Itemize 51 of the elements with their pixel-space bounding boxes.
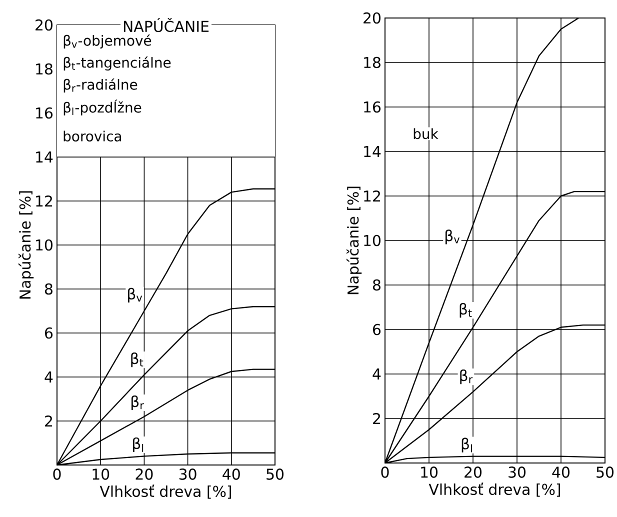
x-tick-label: 40 — [552, 466, 570, 478]
series-label: β$_{l}$ — [133, 437, 144, 452]
x-tick-label: 0 — [381, 466, 389, 478]
y-tick-label: 20 — [364, 12, 380, 24]
y-tick-label: 12 — [364, 190, 380, 202]
x-tick-label: 10 — [421, 466, 438, 478]
x-tick-label: 20 — [136, 468, 153, 480]
x-tick-label: 10 — [92, 468, 110, 480]
x-tick-label: 20 — [464, 466, 482, 478]
y-tick-label: 16 — [364, 101, 381, 113]
y-axis-title: Napúčanie [%] — [346, 186, 362, 294]
x-tick-label: 50 — [266, 468, 284, 480]
series-label: β$_{v}$ — [128, 288, 142, 302]
y-tick-label: 18 — [364, 56, 380, 68]
y-tick-label: 2 — [45, 415, 52, 427]
annotation: β$_{v}$-objemové — [64, 34, 152, 49]
y-tick-label: 8 — [44, 283, 52, 295]
y-axis-title: Napúčanie [%] — [18, 191, 34, 299]
series-label: β$_{r}$ — [132, 396, 144, 410]
annotation: β$_{r}$-radiálne — [64, 78, 138, 93]
annotation: borovica — [64, 130, 122, 142]
y-tick-label: 6 — [45, 327, 53, 339]
annotation: β$_{t}$-tangenciálne — [64, 56, 171, 71]
series-label: β$_{v}$ — [446, 230, 460, 244]
annotation: buk — [414, 128, 438, 140]
y-tick-label: 2 — [373, 412, 380, 424]
y-tick-label: 8 — [372, 279, 380, 291]
x-tick-label: 30 — [179, 468, 196, 480]
legend-title: NAPÚČANIE — [124, 18, 209, 32]
y-tick-label: 14 — [36, 152, 53, 162]
series-label: β$_{t}$ — [131, 352, 144, 368]
y-tick-label: 18 — [36, 63, 52, 75]
x-tick-label: 40 — [222, 468, 240, 480]
y-tick-label: 4 — [372, 368, 381, 380]
y-tick-label: 12 — [36, 195, 52, 207]
x-axis-title: Vlhkosť dreva [%] — [100, 484, 232, 499]
series-label: β$_{t}$ — [460, 303, 472, 318]
annotation: β$_{l}$-pozdĺžne — [64, 100, 142, 116]
x-tick-label: 0 — [53, 468, 61, 480]
y-tick-label: 14 — [364, 146, 381, 157]
series-label: β$_{r}$ — [460, 370, 473, 384]
y-tick-label: 10 — [36, 239, 52, 251]
series-label: β$_{l}$ — [462, 438, 472, 452]
y-tick-label: 10 — [364, 234, 380, 246]
x-axis-title: Vlhkosť dreva [%] — [428, 482, 560, 497]
y-tick-label: 6 — [373, 324, 381, 336]
y-tick-label: 4 — [44, 372, 53, 382]
x-tick-label: 50 — [596, 466, 614, 478]
y-tick-label: 16 — [36, 107, 53, 119]
y-tick-label: 20 — [36, 19, 52, 31]
x-tick-label: 30 — [508, 466, 526, 478]
